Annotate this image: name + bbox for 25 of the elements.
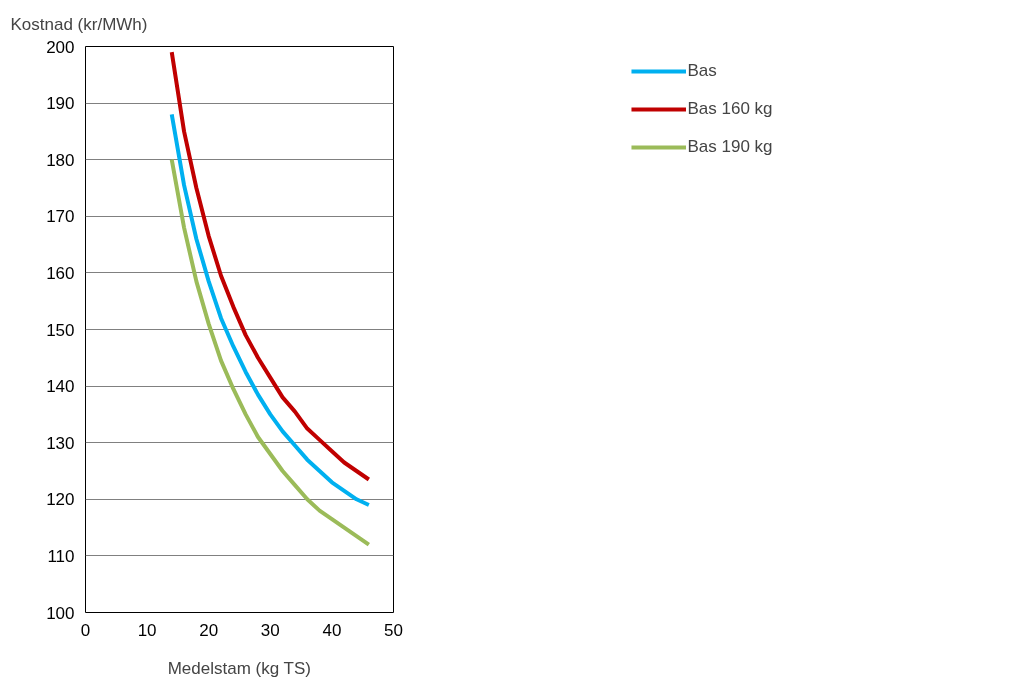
y-tick-label: 120 bbox=[46, 490, 75, 510]
line-series bbox=[169, 112, 371, 507]
y-tick-label: 110 bbox=[47, 546, 75, 566]
y-tick-label: 180 bbox=[46, 150, 75, 170]
legend-label: Bas 160 kg bbox=[687, 99, 773, 119]
x-axis-title: Medelstam (kg TS) bbox=[167, 658, 311, 678]
x-tick-label: 10 bbox=[137, 620, 157, 640]
legend-label: Bas 190 kg bbox=[687, 137, 773, 157]
y-tick-label: 140 bbox=[46, 377, 75, 397]
y-tick-label: 130 bbox=[46, 433, 75, 453]
line-series bbox=[169, 50, 371, 482]
y-tick-label: 100 bbox=[46, 603, 75, 623]
y-tick-label: 160 bbox=[46, 263, 75, 283]
x-tick-label: 30 bbox=[260, 620, 280, 640]
y-tick-label: 170 bbox=[46, 207, 75, 227]
y-axis-title: Kostnad (kr/MWh) bbox=[10, 15, 148, 34]
x-tick-label: 40 bbox=[322, 620, 342, 640]
y-tick-label: 150 bbox=[46, 320, 75, 340]
legend-label: Bas bbox=[687, 61, 717, 81]
y-tick-label: 200 bbox=[46, 37, 75, 57]
x-tick-label: 20 bbox=[199, 620, 219, 640]
line-series bbox=[169, 157, 371, 547]
x-tick-label: 0 bbox=[80, 620, 91, 640]
y-tick-label: 190 bbox=[46, 94, 75, 114]
x-tick-label: 50 bbox=[384, 620, 403, 640]
